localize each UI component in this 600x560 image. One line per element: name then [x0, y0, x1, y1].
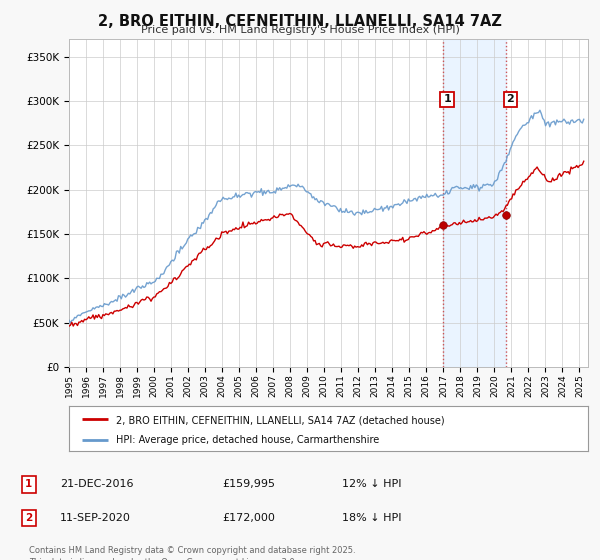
Text: 12% ↓ HPI: 12% ↓ HPI [342, 479, 401, 489]
Text: 2: 2 [25, 513, 32, 523]
Text: 2: 2 [506, 95, 514, 104]
Text: Contains HM Land Registry data © Crown copyright and database right 2025.
This d: Contains HM Land Registry data © Crown c… [29, 546, 355, 560]
Text: 2, BRO EITHIN, CEFNEITHIN, LLANELLI, SA14 7AZ: 2, BRO EITHIN, CEFNEITHIN, LLANELLI, SA1… [98, 14, 502, 29]
Bar [443, 39, 506, 367]
Text: 21-DEC-2016: 21-DEC-2016 [60, 479, 133, 489]
Text: 11-SEP-2020: 11-SEP-2020 [60, 513, 131, 523]
Text: 18% ↓ HPI: 18% ↓ HPI [342, 513, 401, 523]
Text: £159,995: £159,995 [222, 479, 275, 489]
Text: £172,000: £172,000 [222, 513, 275, 523]
Text: 1: 1 [443, 95, 451, 104]
Text: 1: 1 [25, 479, 32, 489]
Text: HPI: Average price, detached house, Carmarthenshire: HPI: Average price, detached house, Carm… [116, 436, 379, 446]
Text: Price paid vs. HM Land Registry's House Price Index (HPI): Price paid vs. HM Land Registry's House … [140, 25, 460, 35]
Text: 2, BRO EITHIN, CEFNEITHIN, LLANELLI, SA14 7AZ (detached house): 2, BRO EITHIN, CEFNEITHIN, LLANELLI, SA1… [116, 416, 445, 426]
